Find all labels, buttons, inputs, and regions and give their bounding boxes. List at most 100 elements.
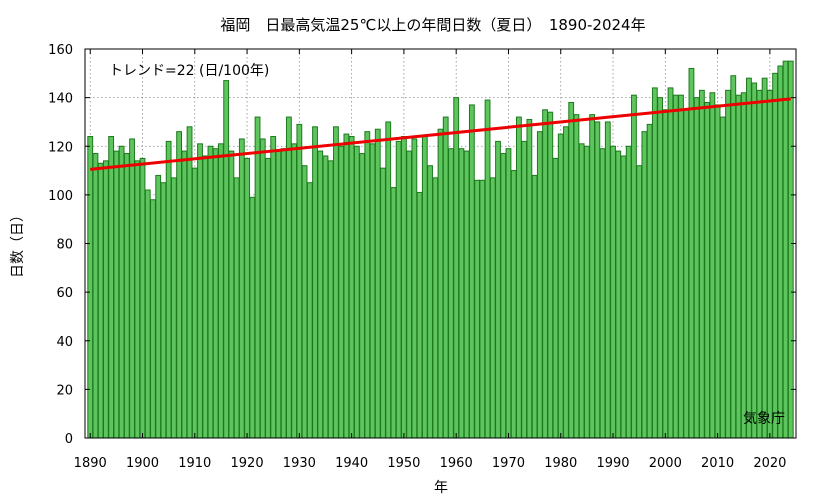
bar-1938 (338, 145, 345, 439)
bar-1934 (317, 150, 324, 439)
bar-1960 (453, 97, 460, 439)
x-tick-label: 1930 (283, 456, 316, 471)
bar-1941 (353, 145, 360, 439)
bar-2002 (672, 94, 679, 439)
bar-2014 (735, 94, 742, 439)
bar-1915 (218, 143, 224, 439)
y-axis: 0 20 40 60 80 100 120 140 160 (48, 43, 796, 447)
bar-1930 (296, 123, 303, 439)
bar-1896 (118, 145, 125, 439)
bar-1981 (563, 126, 569, 439)
bar-1899 (134, 160, 141, 439)
x-tick-label: 1940 (335, 456, 368, 471)
bar-1901 (144, 189, 151, 439)
bar-1966 (484, 99, 491, 439)
bar-1982 (568, 101, 575, 439)
bar-1903 (155, 174, 162, 439)
bar-1970 (505, 148, 512, 439)
bar-1988 (599, 148, 606, 439)
bar-1969 (500, 153, 507, 439)
bar-1968 (495, 140, 501, 439)
bar-1912 (202, 155, 209, 439)
bar-1927 (280, 148, 287, 439)
bar-2006 (693, 97, 700, 439)
bar-1923 (259, 138, 266, 439)
bar-1937 (333, 126, 339, 439)
bar-2000 (662, 109, 669, 439)
bar-1993 (625, 145, 632, 439)
bar-1999 (657, 97, 663, 439)
chart-title: 福岡 日最高気温25℃以上の年間日数（夏日） 1890-2024年 (220, 16, 645, 34)
x-tick-label: 1980 (544, 456, 577, 471)
bar-1989 (604, 121, 611, 439)
bar-1936 (327, 160, 334, 439)
bar-2011 (719, 116, 726, 439)
bar-1926 (275, 150, 282, 439)
bar-1986 (589, 114, 596, 439)
bar-1924 (265, 157, 271, 439)
bar-1984 (578, 143, 585, 439)
bar-1950 (401, 136, 407, 439)
y-tick-label: 120 (48, 140, 73, 155)
bar-1995 (636, 165, 643, 439)
trend-line (90, 97, 791, 171)
bar-1994 (631, 94, 637, 439)
bar-1946 (380, 167, 386, 439)
bar-1977 (542, 109, 548, 439)
bar-2021 (772, 72, 778, 439)
bar-1890 (87, 136, 94, 439)
bar-1957 (437, 128, 444, 439)
y-tick-label: 60 (56, 286, 73, 301)
bar-2015 (740, 92, 747, 439)
x-tick-label: 2000 (649, 456, 682, 471)
bar-1945 (374, 128, 381, 439)
y-axis-label: 日数（日） (10, 208, 26, 278)
bar-2016 (746, 77, 752, 439)
bar-1978 (547, 111, 554, 439)
bar-1928 (285, 116, 292, 439)
bar-1893 (103, 160, 109, 439)
x-tick-label: 1990 (596, 456, 629, 471)
bar-1922 (254, 116, 261, 439)
bar-2023 (782, 60, 789, 439)
bar-1974 (526, 119, 533, 439)
bar-1947 (385, 121, 392, 439)
bar-1975 (531, 174, 538, 439)
bar-1985 (583, 145, 590, 439)
bar-2018 (756, 89, 763, 439)
bar-1907 (176, 131, 183, 439)
bar-2012 (725, 89, 731, 439)
bar-1932 (306, 182, 313, 439)
bar-2013 (730, 75, 737, 439)
bar-1991 (615, 150, 622, 439)
bar-1925 (270, 136, 277, 439)
x-tick-label: 1950 (387, 456, 420, 471)
bar-1910 (191, 167, 198, 439)
bar-2001 (667, 87, 674, 439)
bar-1909 (186, 126, 193, 439)
bar-1908 (181, 150, 188, 439)
bar-1972 (516, 116, 522, 439)
bar-1898 (129, 138, 135, 439)
bar-1958 (442, 116, 449, 439)
bar-2019 (761, 77, 768, 439)
bar-1996 (641, 131, 648, 439)
bar-1891 (92, 153, 99, 439)
bar-1929 (291, 143, 298, 439)
bar-1956 (432, 177, 439, 439)
bar-2007 (698, 89, 705, 439)
bar-1902 (150, 199, 156, 439)
y-tick-label: 0 (65, 432, 73, 447)
bar-1976 (536, 131, 543, 439)
y-tick-label: 20 (56, 383, 73, 398)
bar-1935 (322, 155, 329, 439)
bar-1916 (223, 80, 230, 439)
bar-1905 (165, 140, 172, 439)
bar-1997 (646, 123, 653, 439)
bar-1894 (108, 136, 115, 439)
bar-2024 (787, 60, 794, 439)
bar-1900 (139, 157, 146, 439)
bar-1967 (489, 177, 496, 439)
bar-1939 (343, 133, 350, 439)
